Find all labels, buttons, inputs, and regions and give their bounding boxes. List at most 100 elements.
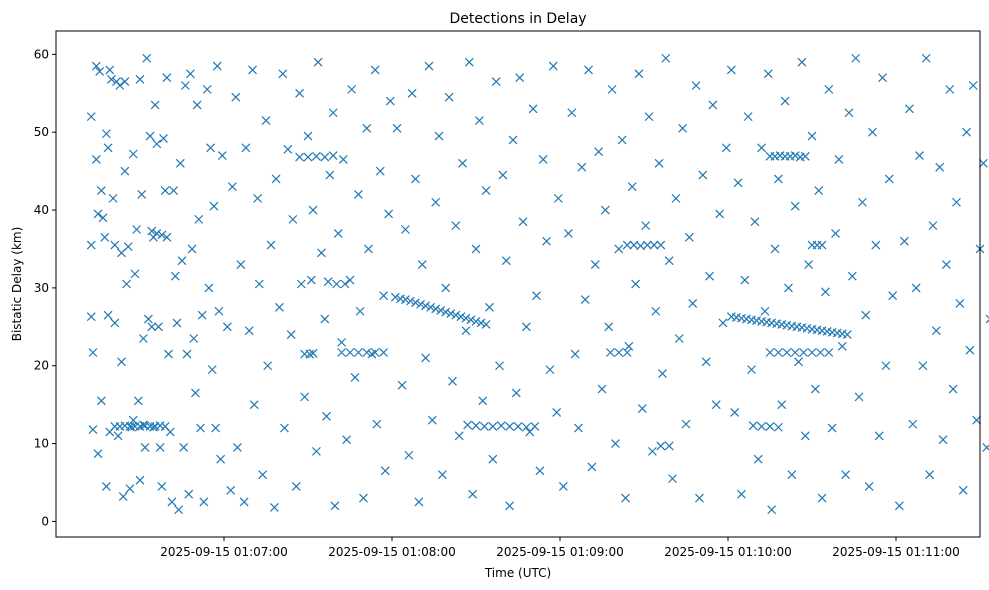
data-point xyxy=(421,353,431,363)
data-point xyxy=(152,228,162,238)
data-point xyxy=(962,127,971,137)
data-point xyxy=(597,384,607,394)
data-point xyxy=(216,454,226,464)
data-point xyxy=(614,348,624,357)
data-point xyxy=(474,116,484,125)
data-point xyxy=(222,322,232,332)
data-point xyxy=(359,493,368,503)
data-point xyxy=(642,240,652,250)
data-point xyxy=(164,349,173,359)
data-point xyxy=(380,466,390,476)
data-point xyxy=(908,419,918,429)
data-point xyxy=(248,65,257,75)
data-point xyxy=(790,151,800,160)
data-point xyxy=(322,411,331,421)
data-point xyxy=(765,422,775,431)
data-point xyxy=(337,337,347,347)
data-point xyxy=(113,431,123,441)
data-point xyxy=(424,61,434,71)
data-point xyxy=(466,315,476,325)
data-point xyxy=(715,209,725,219)
data-point xyxy=(431,304,441,314)
data-point xyxy=(142,53,152,63)
data-point xyxy=(837,341,847,351)
data-point xyxy=(103,143,113,153)
data-point xyxy=(611,439,620,449)
data-point xyxy=(295,88,305,98)
y-tick-label: 0 xyxy=(41,514,49,528)
data-point xyxy=(790,348,800,357)
data-point xyxy=(340,279,350,289)
data-point xyxy=(622,240,632,250)
data-point xyxy=(407,88,417,98)
data-point xyxy=(985,314,989,324)
data-point xyxy=(928,221,938,231)
data-point xyxy=(133,396,143,406)
data-point xyxy=(300,392,310,402)
data-point xyxy=(651,306,661,316)
data-point xyxy=(827,423,837,433)
data-point xyxy=(143,314,153,324)
data-point xyxy=(117,357,126,367)
data-point xyxy=(332,279,341,289)
y-tick-label: 50 xyxy=(34,125,49,139)
data-point xyxy=(464,57,474,67)
data-point xyxy=(705,271,714,281)
data-point xyxy=(661,53,671,63)
data-point xyxy=(938,435,948,445)
data-point xyxy=(797,57,807,67)
axes-frame xyxy=(55,30,981,538)
data-point xyxy=(93,209,103,219)
data-point xyxy=(965,345,975,355)
data-point xyxy=(157,230,167,240)
data-point xyxy=(580,295,590,304)
data-point xyxy=(411,174,420,184)
data-point xyxy=(283,144,293,154)
data-point xyxy=(530,422,540,431)
y-tick-label: 10 xyxy=(34,437,49,451)
data-point xyxy=(931,326,941,336)
data-point xyxy=(871,240,881,250)
data-point xyxy=(674,334,684,343)
data-point xyxy=(921,53,931,63)
data-point xyxy=(770,244,780,254)
data-point xyxy=(456,312,466,322)
data-point xyxy=(711,400,721,410)
data-point xyxy=(884,174,894,184)
data-point xyxy=(182,349,192,359)
data-point xyxy=(935,162,945,172)
data-point xyxy=(101,129,111,139)
data-point xyxy=(804,260,814,269)
data-point xyxy=(100,232,110,242)
y-tick-label: 40 xyxy=(34,203,49,217)
data-point xyxy=(817,240,827,250)
data-point xyxy=(160,422,170,431)
data-point xyxy=(291,481,301,491)
data-point xyxy=(184,489,194,499)
data-point xyxy=(244,326,254,336)
data-point xyxy=(881,361,891,371)
data-point xyxy=(815,348,825,357)
data-point xyxy=(577,162,587,172)
data-point xyxy=(261,116,271,125)
data-point xyxy=(574,423,583,433)
y-axis-ticks: 0 10 20 30 40 50 60 xyxy=(34,47,56,528)
data-point xyxy=(905,104,914,114)
data-point xyxy=(147,322,157,332)
data-point xyxy=(737,489,746,499)
data-point xyxy=(773,422,783,432)
data-point xyxy=(521,322,531,332)
data-point xyxy=(538,155,548,164)
data-point xyxy=(167,497,177,507)
data-point xyxy=(295,152,305,162)
data-point xyxy=(86,112,96,122)
data-point xyxy=(91,61,101,71)
data-point xyxy=(110,240,120,250)
data-point xyxy=(968,81,978,90)
data-point xyxy=(508,135,518,145)
data-point xyxy=(664,256,674,266)
data-point xyxy=(155,443,165,452)
data-point xyxy=(448,376,457,386)
